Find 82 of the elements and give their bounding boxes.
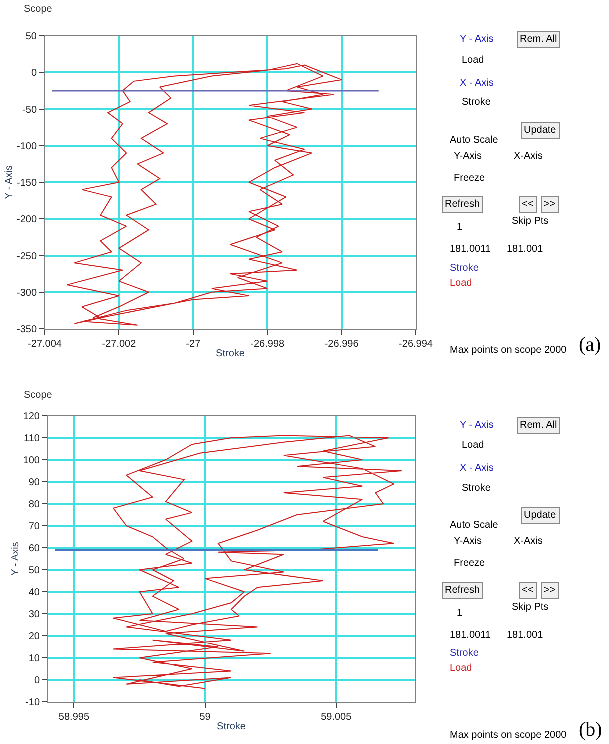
y-tick-label: 0 <box>31 68 38 80</box>
text: << <box>522 199 534 210</box>
text: X-Axis <box>514 151 543 162</box>
text: 1 <box>457 608 463 619</box>
y-tick-label: 70 <box>28 522 40 532</box>
chart-title: Scope <box>24 390 53 401</box>
y-tick-label: 60 <box>28 544 40 554</box>
y-tick-label: 110 <box>24 434 40 444</box>
y-tick-label: -300 <box>16 288 38 299</box>
text: Auto Scale <box>450 135 499 146</box>
y-tick-label: -350 <box>16 324 38 336</box>
y-axis-title: Y - Axis <box>4 166 15 200</box>
text: << <box>522 585 534 596</box>
x-tick-label: 59 <box>200 712 212 723</box>
text: Y-Axis <box>454 151 482 162</box>
text: >> <box>544 585 556 596</box>
text: X-Axis <box>514 536 543 547</box>
x-axis-title: Stroke <box>217 722 246 732</box>
text: Auto Scale <box>450 520 499 531</box>
text: Rem. All <box>520 420 558 431</box>
y-tick-label: -200 <box>16 214 38 226</box>
x-tick-label: -26.994 <box>399 339 434 350</box>
text: 181.001 <box>507 630 544 641</box>
text: Load <box>450 278 472 289</box>
text: 181.0011 <box>450 630 492 641</box>
y-tick-label: -250 <box>16 251 38 262</box>
text: Refresh <box>445 585 480 596</box>
text: Max points on scope 2000 <box>450 730 568 741</box>
y-tick-label: 10 <box>28 654 40 664</box>
text: Skip Pts <box>512 216 549 227</box>
text: Load <box>462 55 484 66</box>
text: Rem. All <box>520 34 558 45</box>
text: Freeze <box>454 558 486 569</box>
text: X - Axis <box>460 463 494 474</box>
y-tick-label: 50 <box>28 566 40 576</box>
x-tick-label: -27.004 <box>28 339 62 350</box>
y-tick-label: 40 <box>28 588 40 598</box>
y-axis-title: Y - Axis <box>10 542 22 576</box>
text: 181.001 <box>507 244 544 255</box>
text: Refresh <box>445 199 480 210</box>
text: 1 <box>457 222 463 233</box>
y-tick-label: -100 <box>16 141 38 152</box>
text: (a) <box>579 334 602 356</box>
text: Y - Axis <box>460 34 494 45</box>
y-tick-label: 80 <box>28 500 40 510</box>
x-tick-label: -27.002 <box>102 339 137 350</box>
line-series <box>66 63 342 326</box>
text: Freeze <box>454 173 486 184</box>
text: Load <box>462 440 484 451</box>
text: Stroke <box>450 263 480 274</box>
x-tick-label: -26.998 <box>250 339 285 350</box>
y-tick-label: 90 <box>28 478 40 488</box>
text: >> <box>544 199 556 210</box>
line-series <box>113 435 402 690</box>
text: Load <box>450 663 472 674</box>
text: Stroke <box>450 648 480 659</box>
y-tick-label: 120 <box>23 412 40 422</box>
chart-title: Scope <box>24 4 53 15</box>
text: Stroke <box>462 97 492 108</box>
x-tick-label: 59.005 <box>321 712 352 723</box>
text: Update <box>524 125 557 136</box>
x-tick-label: -27 <box>186 339 202 350</box>
x-tick-label: 58.995 <box>58 712 90 723</box>
y-tick-label: -150 <box>16 178 38 189</box>
y-tick-label: 0 <box>34 676 40 686</box>
text: Stroke <box>462 483 492 494</box>
text: Y-Axis <box>454 536 482 547</box>
y-tick-label: -50 <box>22 104 38 116</box>
text: Update <box>524 510 557 521</box>
text: (b) <box>579 719 602 741</box>
y-tick-label: 100 <box>23 456 40 466</box>
y-tick-label: 30 <box>28 610 40 620</box>
y-tick-label: -10 <box>26 698 40 708</box>
y-tick-label: 20 <box>28 632 40 642</box>
text: Skip Pts <box>512 602 549 613</box>
y-tick-label: 50 <box>26 32 38 42</box>
text: 181.0011 <box>450 244 492 255</box>
x-axis-title: Stroke <box>216 348 246 360</box>
text: Max points on scope 2000 <box>450 345 568 356</box>
text: Y - Axis <box>460 420 494 431</box>
text: X - Axis <box>460 78 494 89</box>
x-tick-label: -26.996 <box>324 339 360 350</box>
